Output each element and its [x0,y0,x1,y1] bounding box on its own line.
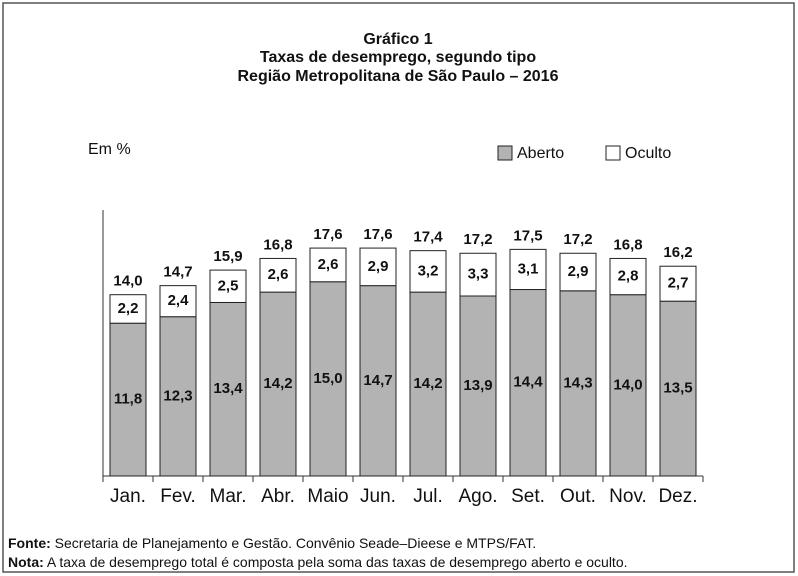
source: Fonte: Secretaria de Planejamento e Gest… [8,535,536,551]
value-label: 2,4 [168,292,190,309]
total-label: 14,7 [163,264,192,281]
bar-segment [609,257,647,296]
bar-segment [609,294,647,477]
total-label: 17,2 [463,231,492,248]
value-label: 14,2 [413,375,442,392]
x-tick-label: Mar. [210,486,247,507]
source-text: Secretaria de Planejamento e Gestão. Con… [55,535,536,551]
total-label: 17,4 [413,229,443,246]
value-label: 11,8 [114,391,142,408]
value-label: 14,2 [263,375,292,392]
bar-segment [659,265,697,302]
bar-segment [259,257,297,293]
total-label: 16,8 [613,236,642,253]
total-label: 15,9 [213,248,242,265]
bar-segment [159,316,197,477]
total-label: 17,6 [313,226,342,243]
bar-segment [359,285,397,477]
unit-label: Em % [88,141,131,158]
total-label: 17,6 [363,226,392,243]
legend-label: Oculto [625,145,671,162]
bar-segment [459,252,497,297]
value-label: 2,9 [568,263,589,280]
bar-segment [209,269,247,303]
value-label: 3,1 [518,260,539,277]
value-label: 2,9 [368,258,389,275]
bar-segment [359,247,397,287]
chart-subtitle: Região Metropolitana de São Paulo – 2016 [238,68,559,85]
bar-segment [559,290,597,477]
x-tick-label: Fev. [160,486,196,507]
value-label: 14,0 [613,376,642,393]
bar-segment [659,300,697,477]
value-label: 2,6 [268,266,289,283]
value-label: 14,7 [363,372,392,389]
value-label: 12,3 [163,387,192,404]
x-tick-label: Jun. [360,486,396,507]
legend-swatch [497,145,513,161]
value-label: 14,3 [563,374,592,391]
x-tick-label: Ago. [458,486,497,507]
bar-segment [409,291,447,477]
value-label: 13,9 [463,377,492,394]
value-label: 13,4 [213,380,243,397]
bar-segment [259,291,297,477]
value-label: 2,5 [218,277,239,294]
bar-segment [159,285,197,318]
x-tick-label: Jan. [110,486,146,507]
bar-segment [509,248,547,291]
source-label: Fonte: [8,535,51,551]
value-label: 3,2 [418,262,439,279]
value-label: 15,0 [313,370,342,387]
value-label: 2,8 [618,268,639,285]
bar-segment [309,247,347,283]
total-label: 14,0 [113,273,142,290]
bar-segment [309,281,347,477]
value-label: 14,4 [513,374,543,391]
x-tick-label: Abr. [261,486,295,507]
x-tick-label: Maio [307,486,348,507]
value-label: 2,6 [318,256,339,273]
bar-segment [109,294,147,324]
legend-swatch [605,145,621,161]
bar-segment [509,289,547,477]
total-label: 16,2 [663,244,692,261]
x-tick-label: Dez. [658,486,697,507]
bar-segment [559,252,597,292]
bar-segment [409,250,447,293]
total-label: 16,8 [263,236,292,253]
value-label: 13,5 [663,380,692,397]
bar-segment [209,301,247,477]
x-tick-label: Out. [560,486,596,507]
note: Nota: A taxa de desemprego total é compo… [8,554,628,570]
bar-segment [459,295,497,477]
note-text: A taxa de desemprego total é composta pe… [47,554,628,570]
value-label: 2,2 [118,300,139,317]
legend-label: Aberto [517,145,564,162]
value-label: 2,7 [668,275,689,292]
note-label: Nota: [8,554,44,570]
value-label: 3,3 [468,266,489,283]
bar-segment [109,322,147,477]
x-tick-label: Nov. [609,486,647,507]
total-label: 17,5 [513,227,542,244]
x-tick-label: Set. [511,486,545,507]
x-tick-label: Jul. [413,486,443,507]
chart-title: Gráfico 1 [363,31,432,48]
total-label: 17,2 [563,231,592,248]
chart-subtitle: Taxas de desemprego, segundo tipo [260,49,536,66]
